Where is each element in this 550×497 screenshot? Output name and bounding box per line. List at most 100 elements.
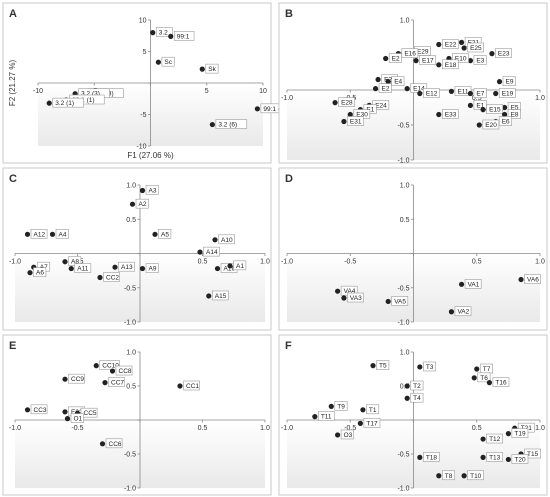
point-label-text: T10 (470, 473, 482, 480)
point-label-box (486, 452, 503, 462)
point-label-text: E1 (366, 107, 374, 114)
point-label: T8 (441, 470, 455, 481)
point-label-box (376, 360, 390, 370)
data-point (461, 473, 467, 479)
point-label-text: T19 (514, 431, 526, 438)
y-tick-label: 0.5 (126, 217, 136, 224)
y-tick-label: 1.0 (400, 18, 410, 25)
point-label-text: E16 (404, 51, 416, 58)
point-label-text: A15 (215, 293, 227, 300)
data-point (486, 380, 492, 386)
data-point (480, 107, 486, 113)
point-label-text: T2 (413, 383, 421, 390)
point-label: T13 (486, 452, 503, 462)
point-label-text: A6 (36, 270, 44, 277)
point-label: A14 (203, 246, 220, 257)
point-label: E19 (498, 88, 516, 98)
point-label-text: O3 (344, 432, 353, 439)
y-tick-label: -0.5 (397, 123, 409, 130)
data-point (152, 231, 158, 237)
data-point (372, 86, 379, 92)
data-point (375, 76, 381, 83)
point-label: T18 (423, 452, 440, 462)
point-label-text: E10 (455, 56, 467, 63)
point-label-box (452, 53, 469, 63)
data-point (214, 265, 221, 272)
panel-label: C (9, 173, 17, 185)
data-point (97, 274, 103, 281)
point-label-box (366, 404, 380, 415)
data-point (467, 102, 474, 108)
point-label-box (524, 448, 541, 459)
data-point (436, 473, 442, 479)
point-label-text: E8 (511, 112, 519, 119)
point-label-text: T15 (527, 451, 539, 458)
point-label-box (464, 279, 482, 289)
data-point (206, 293, 212, 299)
data-point (24, 231, 31, 237)
point-label: CC10 (99, 360, 120, 370)
point-label-box (233, 260, 247, 271)
point-label-text: A13 (121, 264, 133, 271)
point-label-box (215, 119, 248, 129)
data-point (93, 363, 99, 369)
point-label-box (318, 411, 335, 421)
x-tick-label: 10 (259, 88, 267, 95)
data-point (493, 90, 499, 97)
point-label-box (502, 76, 516, 86)
point-label-box (33, 267, 47, 277)
data-point (417, 364, 423, 370)
point-label-box (80, 407, 98, 418)
x-tick-label: 0.5 (472, 95, 482, 102)
point-label-box (473, 55, 487, 65)
x-tick-label: -0.5 (71, 425, 83, 432)
data-point (99, 441, 106, 447)
point-label-text: VA3 (350, 295, 362, 302)
point-label-text: A2 (139, 201, 147, 208)
point-label-box (155, 27, 173, 37)
data-point (312, 414, 318, 420)
point-label-text: CC6 (109, 441, 122, 448)
data-point (209, 121, 215, 128)
point-label-text: 99:1 (177, 33, 190, 40)
point-label-box (482, 119, 500, 130)
data-point (212, 237, 218, 243)
point-label: CC7 (108, 377, 125, 387)
data-point (417, 454, 423, 460)
data-point (168, 33, 174, 39)
data-point (64, 416, 71, 422)
data-point (505, 456, 511, 463)
point-label: A10 (218, 234, 235, 245)
data-point (383, 55, 389, 62)
point-label-text: E30 (356, 112, 368, 119)
point-label: E6 (498, 116, 512, 126)
data-point (335, 432, 341, 438)
point-label: CC1 (183, 380, 200, 391)
point-label: E12 (423, 88, 440, 98)
point-label: E33 (441, 109, 459, 119)
data-point (254, 106, 260, 112)
data-point (27, 270, 33, 276)
data-point (496, 79, 503, 85)
point-label: T2 (410, 380, 424, 391)
point-label-text: E19 (502, 91, 514, 98)
data-point (332, 100, 338, 106)
point-label-box (511, 428, 529, 438)
point-label-text: T13 (489, 454, 501, 461)
point-label: T6 (477, 372, 491, 383)
point-label: E16 (401, 48, 419, 58)
x-tick-label: 5 (205, 88, 209, 95)
point-label-text: CC8 (119, 368, 132, 375)
data-point (458, 39, 465, 46)
point-label-box (363, 418, 381, 428)
point-label-text: A1 (236, 263, 244, 270)
panel-label: A (9, 8, 17, 20)
point-label-text: A12 (34, 231, 46, 238)
data-point (341, 295, 347, 301)
point-label: T11 (318, 411, 335, 421)
point-label-box (486, 104, 503, 114)
point-label-text: 3.2 (1) (55, 100, 74, 107)
point-label-text: T16 (495, 380, 507, 387)
point-label: A4 (55, 229, 69, 239)
